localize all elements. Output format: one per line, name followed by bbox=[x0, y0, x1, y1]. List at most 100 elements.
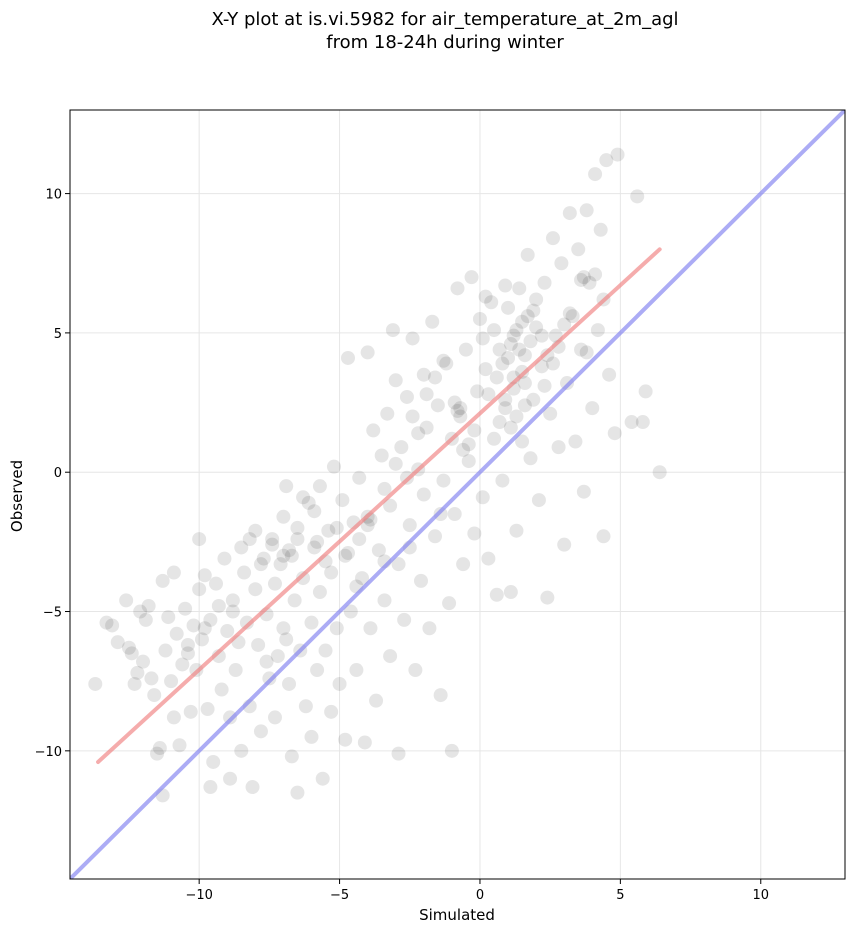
scatter-point bbox=[340, 350, 355, 365]
scatter-point bbox=[324, 704, 339, 719]
scatter-point bbox=[478, 289, 493, 304]
scatter-point bbox=[267, 576, 282, 591]
scatter-point bbox=[383, 649, 398, 664]
scatter-point bbox=[158, 643, 173, 658]
scatter-point bbox=[405, 331, 420, 346]
scatter-point bbox=[430, 398, 445, 413]
x-tick-label: 0 bbox=[476, 888, 484, 903]
chart-title-line-2: from 18-24h during winter bbox=[326, 32, 564, 53]
scatter-point bbox=[304, 615, 319, 630]
scatter-point bbox=[579, 345, 594, 360]
scatter-point bbox=[290, 532, 305, 547]
scatter-point bbox=[442, 596, 457, 611]
scatter-point bbox=[419, 387, 434, 402]
scatter-point bbox=[239, 615, 254, 630]
plot-area bbox=[69, 109, 846, 880]
scatter-point bbox=[282, 543, 297, 558]
scatter-point bbox=[487, 323, 502, 338]
scatter-point bbox=[481, 551, 496, 566]
scatter-point bbox=[321, 523, 336, 538]
scatter-point bbox=[456, 557, 471, 572]
scatter-point bbox=[388, 456, 403, 471]
x-tick-label: −10 bbox=[185, 888, 212, 903]
points-layer bbox=[88, 147, 667, 803]
x-tick-label: −5 bbox=[330, 888, 349, 903]
scatter-point bbox=[537, 378, 552, 393]
scatter-point bbox=[355, 571, 370, 586]
scatter-point bbox=[380, 406, 395, 421]
scatter-point bbox=[343, 604, 358, 619]
scatter-point bbox=[534, 328, 549, 343]
scatter-point bbox=[284, 548, 299, 563]
y-axis-ticks: −10 −5 0 5 10 bbox=[35, 188, 70, 760]
scatter-point bbox=[624, 415, 639, 430]
scatter-point bbox=[214, 682, 229, 697]
scatter-point bbox=[596, 529, 611, 544]
scatter-point bbox=[402, 518, 417, 533]
chart-title-line-1: X-Y plot at is.vi.5982 for air_temperatu… bbox=[211, 9, 678, 30]
scatter-point bbox=[105, 618, 120, 633]
scatter-point bbox=[197, 621, 212, 636]
scatter-point bbox=[503, 337, 518, 352]
x-axis-label: Simulated bbox=[419, 906, 495, 924]
scatter-point bbox=[150, 746, 165, 761]
scatter-point bbox=[607, 426, 622, 441]
scatter-point bbox=[416, 367, 431, 382]
scatter-point bbox=[461, 437, 476, 452]
scatter-point bbox=[220, 624, 235, 639]
scatter-point bbox=[273, 557, 288, 572]
scatter-point bbox=[388, 373, 403, 388]
scatter-point bbox=[562, 206, 577, 221]
scatter-point bbox=[211, 598, 226, 613]
scatter-point bbox=[225, 604, 240, 619]
scatter-point bbox=[638, 384, 653, 399]
scatter-point bbox=[307, 504, 322, 519]
scatter-point bbox=[99, 615, 114, 630]
scatter-point bbox=[540, 590, 555, 605]
scatter-point bbox=[276, 621, 291, 636]
scatter-point bbox=[478, 362, 493, 377]
scatter-point bbox=[144, 671, 159, 686]
scatter-point bbox=[225, 593, 240, 608]
scatter-point bbox=[450, 403, 465, 418]
scatter-point bbox=[290, 520, 305, 535]
scatter-point bbox=[523, 334, 538, 349]
scatter-point bbox=[338, 548, 353, 563]
scatter-point bbox=[509, 323, 524, 338]
scatter-point bbox=[180, 637, 195, 652]
scatter-point bbox=[487, 431, 502, 446]
scatter-point bbox=[543, 406, 558, 421]
y-tick-label: 5 bbox=[54, 327, 62, 342]
scatter-point bbox=[194, 632, 209, 647]
scatter-point bbox=[234, 743, 249, 758]
scatter-point bbox=[475, 331, 490, 346]
scatter-point bbox=[545, 356, 560, 371]
scatter-point bbox=[340, 546, 355, 561]
scatter-point bbox=[467, 526, 482, 541]
scatter-point bbox=[422, 621, 437, 636]
scatter-point bbox=[307, 540, 322, 555]
scatter-point bbox=[453, 409, 468, 424]
scatter-point bbox=[512, 281, 527, 296]
scatter-point bbox=[464, 270, 479, 285]
scatter-point bbox=[413, 573, 428, 588]
scatter-point bbox=[360, 345, 375, 360]
scatter-point bbox=[284, 749, 299, 764]
scatter-point bbox=[461, 454, 476, 469]
scatter-point bbox=[416, 487, 431, 502]
scatter-point bbox=[562, 306, 577, 321]
scatter-point bbox=[391, 557, 406, 572]
x-axis-ticks: −10 −5 0 5 10 bbox=[185, 879, 769, 903]
scatter-point bbox=[324, 565, 339, 580]
y-tick-label: 10 bbox=[45, 188, 62, 203]
scatter-point bbox=[456, 442, 471, 457]
scatter-point bbox=[298, 699, 313, 714]
scatter-point bbox=[506, 328, 521, 343]
scatter-point bbox=[155, 573, 170, 588]
scatter-point bbox=[453, 401, 468, 416]
scatter-point bbox=[287, 593, 302, 608]
scatter-point bbox=[574, 272, 589, 287]
scatter-point bbox=[385, 323, 400, 338]
scatter-point bbox=[203, 780, 218, 795]
scatter-point bbox=[495, 473, 510, 488]
